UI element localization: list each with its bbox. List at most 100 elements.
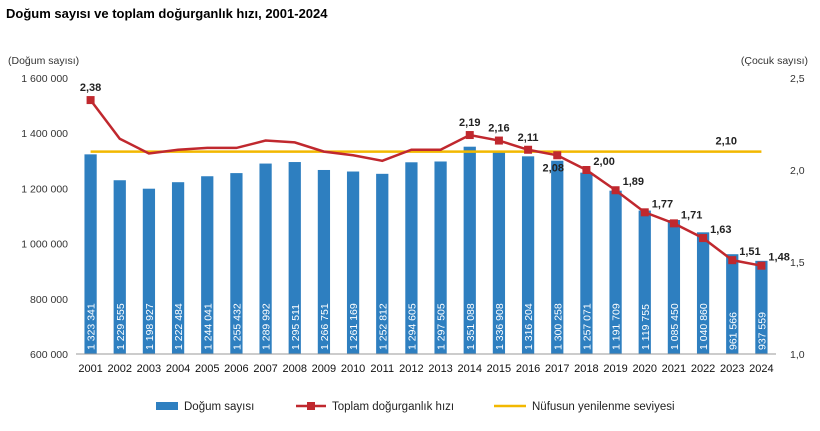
left-axis-label: (Doğum sayısı)	[8, 55, 79, 67]
left-tick-label: 600 000	[30, 349, 68, 361]
fertility-rate-label: 2,00	[593, 156, 614, 168]
x-tick-label: 2006	[224, 363, 248, 375]
x-tick-label: 2001	[78, 363, 102, 375]
bar-value-label: 1 323 341	[86, 303, 98, 350]
fertility-rate-marker	[553, 151, 562, 160]
left-tick-label: 1 400 000	[21, 128, 68, 140]
chart-title: Doğum sayısı ve toplam doğurganlık hızı,…	[6, 6, 328, 21]
bar-doğum-sayısı	[113, 180, 126, 354]
bar-value-label: 1 261 169	[348, 303, 360, 350]
fertility-rate-marker	[640, 208, 649, 217]
bar-doğum-sayısı	[201, 176, 214, 354]
bar-doğum-sayısı	[463, 146, 476, 354]
legend-rate-marker	[307, 402, 315, 410]
bar-value-label: 937 559	[756, 312, 768, 350]
bar-doğum-sayısı	[726, 254, 739, 354]
x-tick-label: 2005	[195, 363, 219, 375]
fertility-rate-marker	[465, 131, 474, 140]
legend-bar-label: Doğum sayısı	[184, 401, 254, 413]
bar-value-label: 1 336 908	[494, 303, 506, 350]
right-tick-label: 1,5	[790, 257, 805, 269]
bar-doğum-sayısı	[696, 232, 710, 354]
bar-doğum-sayısı	[142, 188, 156, 354]
x-tick-label: 2023	[720, 363, 744, 375]
left-tick-label: 1 200 000	[21, 183, 68, 195]
right-tick-label: 2,5	[790, 73, 805, 85]
bar-value-label: 1 229 555	[115, 303, 127, 350]
bar-doğum-sayısı	[288, 162, 301, 354]
bar-doğum-sayısı	[346, 171, 360, 354]
bar-value-label: 1 257 071	[581, 303, 593, 350]
x-tick-label: 2012	[399, 363, 423, 375]
bar-doğum-sayısı	[551, 160, 564, 354]
left-tick-label: 1 600 000	[21, 73, 68, 85]
fertility-rate-label: 1,48	[768, 252, 789, 264]
right-axis-label: (Çocuk sayısı)	[741, 55, 808, 67]
bar-value-label: 1 222 484	[173, 303, 185, 350]
fertility-rate-label: 1,89	[623, 176, 644, 188]
x-tick-label: 2019	[603, 363, 627, 375]
bar-value-label: 1 295 511	[290, 304, 302, 350]
fertility-rate-label: 1,71	[681, 209, 702, 221]
fertility-rate-marker	[582, 166, 591, 174]
bar-doğum-sayısı	[609, 190, 622, 354]
bar-doğum-sayısı	[259, 163, 272, 354]
bar-value-label: 1 351 088	[465, 303, 477, 350]
x-tick-label: 2022	[691, 363, 715, 375]
fertility-rate-marker	[669, 219, 678, 228]
bar-value-label: 961 566	[727, 312, 739, 350]
x-tick-label: 2011	[370, 363, 394, 375]
fertility-rate-label: 1,51	[739, 246, 760, 258]
fertility-rate-label: 2,11	[518, 132, 539, 144]
left-tick-label: 1 000 000	[21, 239, 68, 251]
x-tick-label: 2002	[108, 363, 132, 375]
fertility-rate-marker	[494, 136, 503, 145]
bar-value-label: 1 198 927	[144, 303, 156, 350]
fertility-rate-marker	[611, 186, 620, 195]
bar-doğum-sayısı	[492, 150, 506, 354]
right-tick-label: 1,0	[790, 349, 805, 361]
right-tick-label: 2,0	[790, 165, 805, 177]
bar-value-label: 1 119 755	[640, 304, 652, 350]
bar-doğum-sayısı	[580, 172, 593, 354]
x-tick-label: 2008	[283, 363, 307, 375]
x-tick-label: 2015	[487, 363, 511, 375]
fertility-rate-marker	[728, 256, 737, 265]
bar-doğum-sayısı	[230, 173, 243, 354]
bar-doğum-sayısı	[638, 210, 651, 354]
bar-value-label: 1 244 041	[202, 303, 214, 350]
x-tick-label: 2013	[428, 363, 452, 375]
x-tick-label: 2016	[516, 363, 540, 375]
x-tick-label: 2007	[253, 363, 277, 375]
fertility-rate-marker	[86, 96, 95, 105]
x-tick-label: 2018	[574, 363, 598, 375]
bar-value-label: 1 316 204	[523, 303, 535, 350]
bar-value-label: 1 297 505	[436, 303, 448, 350]
bar-doğum-sayısı	[317, 169, 331, 354]
bar-value-label: 1 255 432	[231, 303, 243, 350]
fertility-rate-label: 1,63	[710, 224, 731, 236]
bar-value-label: 1 040 860	[698, 303, 710, 350]
x-tick-label: 2010	[341, 363, 365, 375]
legend-replacement-label: Nüfusun yenilenme seviyesi	[532, 401, 675, 413]
bar-doğum-sayısı	[405, 162, 418, 354]
fertility-rate-marker	[524, 145, 533, 154]
fertility-rate-label: 1,77	[652, 198, 673, 210]
x-tick-label: 2021	[662, 363, 686, 375]
x-tick-label: 2009	[312, 363, 336, 375]
bar-doğum-sayısı	[84, 154, 97, 354]
bar-value-label: 1 191 709	[611, 303, 623, 350]
x-tick-label: 2004	[166, 363, 190, 375]
x-tick-label: 2020	[633, 363, 657, 375]
bar-value-label: 1 266 751	[319, 303, 331, 350]
fertility-rate-marker	[699, 234, 708, 243]
bar-doğum-sayısı	[521, 156, 535, 354]
fertility-rate-label: 2,38	[80, 82, 101, 94]
bar-doğum-sayısı	[376, 173, 389, 354]
x-tick-label: 2017	[545, 363, 569, 375]
fertility-rate-line	[89, 99, 762, 267]
left-tick-label: 800 000	[30, 294, 68, 306]
bar-value-label: 1 085 450	[669, 303, 681, 350]
legend-rate-label: Toplam doğurganlık hızı	[332, 401, 454, 413]
